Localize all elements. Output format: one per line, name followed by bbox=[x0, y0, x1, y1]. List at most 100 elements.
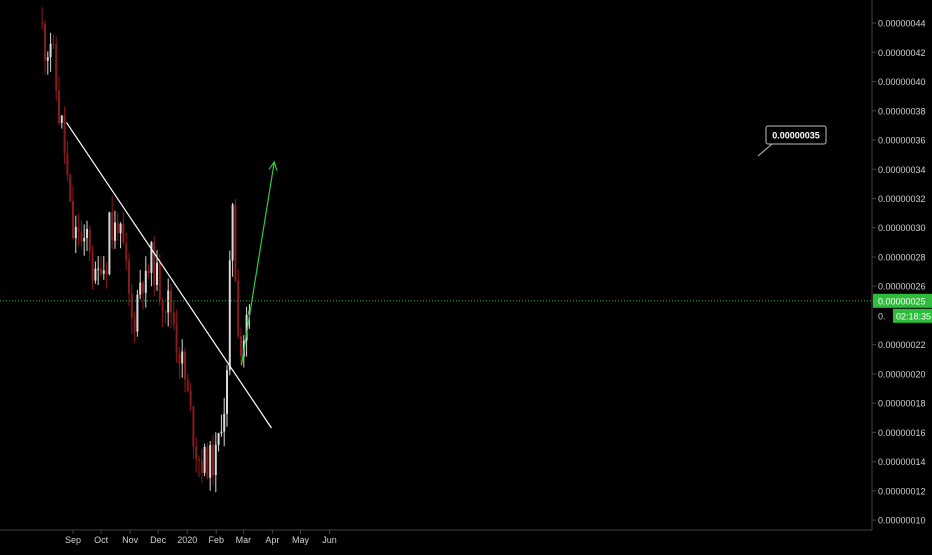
arrow-head-icon bbox=[268, 160, 278, 171]
candle-down bbox=[63, 115, 66, 154]
time-axis-label: Jun bbox=[322, 535, 337, 545]
candle-down bbox=[206, 447, 209, 478]
candle-down bbox=[52, 43, 55, 45]
candle-up bbox=[94, 268, 97, 281]
candle-up bbox=[220, 431, 223, 434]
price-callout[interactable]: 0.00000035 bbox=[757, 125, 827, 157]
time-axis-label: 2020 bbox=[177, 535, 197, 545]
candle-down bbox=[189, 391, 192, 407]
trendline[interactable] bbox=[65, 122, 272, 429]
candle-down bbox=[128, 260, 130, 294]
countdown-prefix: 0. bbox=[878, 311, 886, 321]
price-axis[interactable]: 0.00000044 0.00000042 0.00000040 0.00000038… bbox=[872, 19, 926, 526]
candle-down bbox=[44, 24, 46, 61]
time-axis-label: Mar bbox=[236, 535, 252, 545]
candle-down bbox=[237, 280, 240, 337]
candle-down bbox=[58, 90, 60, 123]
price-axis-label: 0.00000026 bbox=[878, 282, 926, 292]
candle-down bbox=[142, 282, 144, 293]
callout-box bbox=[765, 125, 827, 145]
candle-up bbox=[136, 294, 139, 332]
candle-down bbox=[147, 271, 150, 273]
price-axis-label: 0.00000014 bbox=[878, 457, 926, 467]
candle-down bbox=[195, 446, 198, 460]
candle-down bbox=[178, 353, 181, 364]
candle-up bbox=[60, 115, 63, 123]
candle-down bbox=[170, 290, 172, 313]
candle-down bbox=[116, 222, 119, 234]
candle-down bbox=[200, 460, 203, 473]
callout-text: 0.00000035 bbox=[772, 131, 820, 141]
time-axis-label: Dec bbox=[150, 535, 167, 545]
price-axis-label: 0.00000042 bbox=[878, 48, 926, 58]
candle-down bbox=[72, 201, 74, 239]
candle-up bbox=[108, 212, 111, 275]
candle-down bbox=[69, 174, 72, 202]
candle-down bbox=[164, 311, 167, 313]
candle-up bbox=[156, 262, 158, 285]
callout-pointer bbox=[757, 143, 773, 157]
candle-up bbox=[223, 413, 226, 432]
candle-up bbox=[119, 223, 122, 234]
candle-up bbox=[74, 226, 77, 239]
candle-up bbox=[226, 370, 228, 414]
candle-down bbox=[198, 459, 200, 461]
time-axis-label: Nov bbox=[122, 535, 139, 545]
projection-arrow-line bbox=[240, 161, 275, 366]
candle-down bbox=[88, 229, 91, 253]
candle-up bbox=[97, 268, 100, 270]
projection-arrow[interactable] bbox=[240, 160, 278, 366]
candle-down bbox=[192, 406, 195, 447]
candle-down bbox=[122, 223, 125, 244]
price-axis-label: 0.00000034 bbox=[878, 165, 926, 175]
candle-up bbox=[49, 43, 52, 58]
candle-up bbox=[214, 444, 217, 475]
candle-up bbox=[167, 290, 170, 313]
candle-down bbox=[125, 243, 128, 261]
price-axis-label: 0.00000020 bbox=[878, 369, 926, 379]
candle-up bbox=[150, 242, 153, 273]
current-price-tag: 0.00000025 0. 02:18:35 bbox=[873, 293, 932, 323]
candle-down bbox=[161, 300, 164, 312]
current-price-badge bbox=[873, 293, 932, 308]
candle-up bbox=[181, 351, 184, 364]
price-axis-label: 0.00000040 bbox=[878, 77, 926, 87]
candle-down bbox=[186, 379, 189, 391]
candle-up bbox=[102, 270, 105, 274]
current-price-label: 0.00000025 bbox=[878, 296, 926, 306]
time-axis-label: Oct bbox=[94, 535, 109, 545]
candle-down bbox=[153, 242, 156, 285]
price-axis-label: 0.00000012 bbox=[878, 486, 926, 496]
candle-down bbox=[130, 293, 133, 318]
price-axis-label: 0.00000022 bbox=[878, 340, 926, 350]
candle-down bbox=[212, 445, 214, 475]
price-axis-label: 0.00000038 bbox=[878, 106, 926, 116]
candle-up bbox=[139, 282, 142, 295]
candle-down bbox=[100, 268, 102, 274]
candle-up bbox=[217, 433, 220, 445]
candle-down bbox=[184, 351, 186, 380]
time-axis-label: Feb bbox=[208, 535, 224, 545]
time-axis[interactable]: Sep Oct Nov Dec 2020 Feb Mar Apr May Jun bbox=[65, 530, 337, 545]
candle-up bbox=[209, 445, 212, 478]
candle-down bbox=[133, 318, 136, 332]
candle-down bbox=[175, 324, 178, 354]
price-axis-label: 0.00000044 bbox=[878, 19, 926, 29]
candle-down bbox=[55, 44, 58, 91]
bar-countdown: 02:18:35 bbox=[896, 311, 931, 321]
candlestick-series bbox=[41, 7, 251, 493]
candle-up bbox=[203, 447, 206, 473]
price-axis-label: 0.00000028 bbox=[878, 252, 926, 262]
time-axis-label: Sep bbox=[65, 535, 81, 545]
candle-down bbox=[111, 212, 114, 241]
price-axis-label: 0.00000036 bbox=[878, 136, 926, 146]
time-axis-label: Apr bbox=[265, 535, 279, 545]
price-axis-label: 0.00000032 bbox=[878, 194, 926, 204]
candle-up bbox=[83, 237, 86, 242]
candle-down bbox=[77, 226, 80, 233]
candle-down bbox=[91, 252, 94, 281]
candle-down bbox=[80, 232, 83, 242]
